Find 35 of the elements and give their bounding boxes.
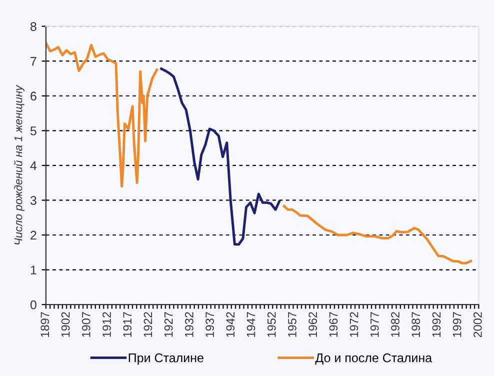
x-tick-label: 1972	[350, 312, 358, 337]
y-tick-label: 4	[30, 161, 37, 170]
x-tick-label: 1927	[164, 312, 173, 337]
y-tick-label: 1	[30, 266, 36, 274]
y-tick-label: 6	[30, 92, 36, 101]
y-tick-label: 2	[30, 230, 36, 240]
x-tick-label: 1967	[329, 312, 338, 337]
x-tick-label: 1942	[226, 312, 235, 337]
x-tick-label: 1982	[391, 312, 400, 337]
x-tick-label: 1997	[452, 312, 462, 337]
x-tick-label: 1932	[185, 312, 194, 337]
y-tick-label: 8	[30, 22, 36, 31]
y-tick-label: 5	[30, 126, 36, 136]
x-tick-label: 1992	[432, 312, 441, 337]
y-axis-title: Число рождений на 1 женщину	[14, 84, 24, 244]
x-tick-label: 1987	[412, 312, 420, 337]
legend-label: До и после Сталина	[315, 353, 432, 365]
x-tick-label: 1937	[206, 312, 214, 337]
x-tick-label: 1977	[370, 312, 379, 337]
y-tick-label: 3	[30, 196, 36, 205]
x-tick-label: 1902	[61, 312, 70, 337]
legend-label: При Сталине	[128, 353, 204, 365]
x-tick-label: 1952	[267, 312, 276, 337]
y-tick-label: 7	[30, 57, 36, 66]
x-tick-label: 1917	[123, 312, 132, 337]
y-tick-label: 0	[30, 300, 36, 310]
x-tick-label: 2002	[473, 312, 482, 338]
x-tick-label: 1947	[246, 312, 256, 337]
x-tick-label: 1912	[102, 312, 111, 337]
line-series	[160, 68, 280, 246]
x-tick-label: 1957	[288, 312, 296, 337]
x-tick-label: 1897	[40, 312, 50, 337]
x-tick-label: 1922	[144, 312, 152, 337]
x-tick-label: 1907	[82, 312, 90, 337]
x-tick-label: 1962	[308, 312, 317, 337]
